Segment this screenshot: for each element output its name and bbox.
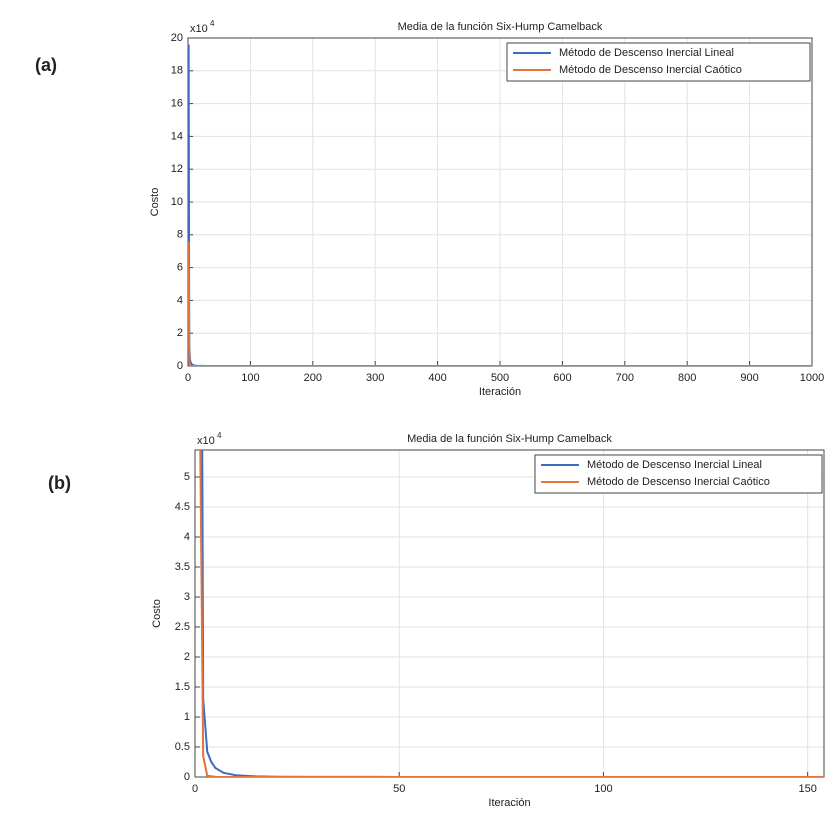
y-tick-label: 2: [177, 327, 183, 339]
legend-label: Método de Descenso Inercial Lineal: [587, 459, 762, 471]
x-tick-label: 700: [616, 372, 634, 384]
x-tick-label: 0: [192, 783, 198, 795]
y-tick-label: 0.5: [175, 741, 190, 753]
plot-frame: [194, 449, 825, 778]
y-axis-label: Costo: [149, 188, 161, 217]
x-tick-label: 100: [594, 783, 612, 795]
y-tick-label: 0: [184, 771, 190, 783]
y-multiplier-exp: 4: [217, 431, 222, 440]
series-line: [188, 241, 812, 366]
x-tick-label: 400: [428, 372, 446, 384]
y-multiplier: x10: [190, 23, 208, 35]
x-tick-label: 50: [393, 783, 405, 795]
x-tick-label: 900: [740, 372, 758, 384]
y-tick-label: 4.5: [175, 501, 190, 513]
y-tick-label: 0: [177, 360, 183, 372]
y-tick-label: 16: [171, 98, 183, 110]
y-tick-label: 2: [184, 651, 190, 663]
y-tick-label: 20: [171, 32, 183, 44]
x-axis-label: Iteración: [479, 386, 521, 398]
chart-title: Media de la función Six-Hump Camelback: [398, 21, 603, 33]
panel-label: (a): [35, 55, 57, 75]
y-tick-label: 1: [184, 711, 190, 723]
x-tick-label: 500: [491, 372, 509, 384]
x-tick-label: 150: [798, 783, 816, 795]
y-tick-label: 3.5: [175, 561, 190, 573]
x-tick-label: 600: [553, 372, 571, 384]
y-tick-label: 3: [184, 591, 190, 603]
legend-box: [506, 42, 811, 82]
x-tick-label: 300: [366, 372, 384, 384]
panel-label: (b): [48, 473, 71, 493]
y-tick-label: 10: [171, 196, 183, 208]
y-tick-label: 1.5: [175, 681, 190, 693]
y-tick-label: 8: [177, 229, 183, 241]
legend-box: [534, 454, 823, 494]
x-axis-label: Iteración: [488, 797, 530, 809]
legend-label: Método de Descenso Inercial Lineal: [559, 47, 734, 59]
y-tick-label: 5: [184, 471, 190, 483]
legend-label: Método de Descenso Inercial Caótico: [559, 64, 742, 76]
x-tick-label: 100: [241, 372, 259, 384]
series-line: [199, 450, 824, 777]
y-tick-label: 18: [171, 65, 183, 77]
x-tick-label: 1000: [800, 372, 824, 384]
y-tick-label: 4: [184, 531, 190, 543]
y-tick-label: 14: [171, 130, 183, 142]
y-axis-label: Costo: [151, 599, 163, 628]
y-tick-label: 2.5: [175, 621, 190, 633]
x-tick-label: 200: [304, 372, 322, 384]
y-multiplier-exp: 4: [210, 19, 215, 28]
x-tick-label: 800: [678, 372, 696, 384]
y-tick-label: 6: [177, 262, 183, 274]
legend-label: Método de Descenso Inercial Caótico: [587, 476, 770, 488]
y-tick-label: 4: [177, 294, 183, 306]
y-tick-label: 12: [171, 163, 183, 175]
x-tick-label: 0: [185, 372, 191, 384]
chart-title: Media de la función Six-Hump Camelback: [407, 433, 612, 445]
y-multiplier: x10: [197, 435, 215, 447]
